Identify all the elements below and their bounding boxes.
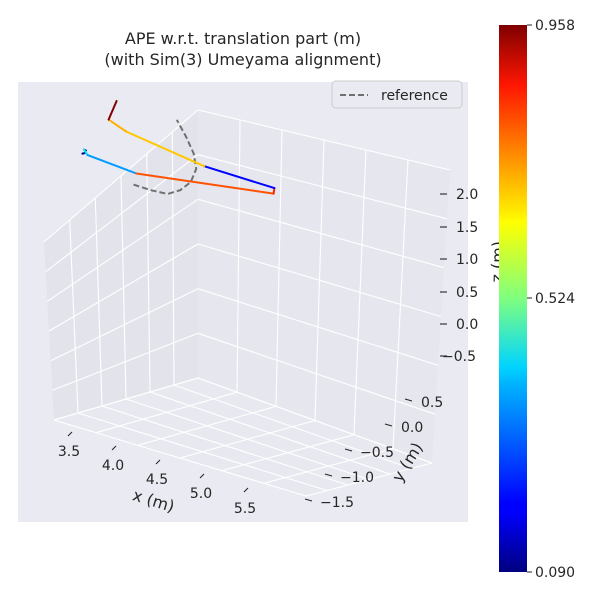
- legend-entry-reference: reference: [381, 88, 448, 104]
- z-tick-label: −0.5: [442, 349, 476, 365]
- grid-lines: [43, 109, 451, 497]
- series-estimate-segment: [86, 154, 138, 175]
- grid-line: [305, 462, 433, 497]
- x-tick: [67, 431, 73, 437]
- y-tick: [384, 423, 393, 427]
- colorbar-gradient: [499, 25, 527, 572]
- z-tick-label: 0.5: [456, 285, 478, 301]
- y-tick: [304, 498, 313, 502]
- x-tick: [155, 459, 161, 465]
- x-tick: [243, 487, 249, 493]
- series-estimate-segment: [203, 165, 276, 190]
- y-tick-label: 0.5: [421, 395, 443, 411]
- y-tick-label: −1.0: [340, 470, 374, 486]
- grid-line: [275, 129, 283, 407]
- x-tick-label: 5.5: [234, 501, 256, 517]
- grid-line: [146, 153, 151, 393]
- y-tick: [324, 473, 333, 477]
- series-estimate-segment: [107, 100, 118, 121]
- series-estimate-segment: [135, 172, 275, 195]
- y-tick-label: −1.5: [320, 495, 354, 511]
- chart-title: APE w.r.t. translation part (m): [125, 29, 361, 48]
- grid-line: [171, 131, 175, 386]
- grid-line: [173, 384, 412, 470]
- legend: reference: [331, 80, 463, 109]
- series-estimate-segment: [125, 130, 206, 168]
- x-tick-label: 5.0: [190, 486, 212, 502]
- series-estimate-segment: [107, 118, 128, 133]
- x-tick-labels: 3.5 4.0 4.5 5.0 5.5: [58, 444, 256, 517]
- x-tick: [199, 473, 205, 479]
- y-tick: [404, 398, 413, 402]
- series-estimate-segment: [83, 148, 89, 157]
- z-tick-label: 1.0: [456, 252, 478, 268]
- y-tick-label: −0.5: [360, 445, 394, 461]
- grid-line: [236, 119, 241, 393]
- y-tick-label: 0.0: [401, 420, 423, 436]
- grid-line: [353, 149, 367, 435]
- x-tick-label: 3.5: [58, 444, 80, 460]
- grid-line: [197, 377, 433, 464]
- z-tick-labels: 2.0 1.5 1.0 0.5 0.0 −0.5: [442, 187, 478, 365]
- grid-line: [94, 197, 103, 407]
- colorbar: 0.958 0.524 0.090: [499, 18, 575, 581]
- x-tick: [111, 445, 117, 451]
- grid-line: [69, 219, 79, 414]
- colorbar-mid-label: 0.524: [535, 291, 575, 307]
- y-tick-labels: 0.5 0.0 −0.5 −1.0 −1.5: [320, 395, 443, 511]
- x-tick-label: 4.5: [146, 472, 168, 488]
- z-tick-label: 0.0: [456, 317, 478, 333]
- grid-line: [392, 159, 409, 449]
- x-tick-label: 4.0: [102, 458, 124, 474]
- grid-line: [120, 175, 127, 400]
- z-tick-label: 1.5: [456, 220, 478, 236]
- tick-marks: [67, 193, 447, 502]
- back-pane: [198, 110, 450, 463]
- series-layer: [81, 100, 276, 196]
- left-pane: [44, 110, 198, 420]
- colorbar-max-label: 0.958: [535, 18, 575, 34]
- legend-frame: [331, 80, 463, 109]
- grid-line: [314, 139, 325, 421]
- chart-subtitle: (with Sim(3) Umeyama alignment): [104, 50, 381, 69]
- series-reference-line: [133, 119, 198, 196]
- y-tick: [344, 448, 353, 452]
- floor-pane: [54, 378, 432, 496]
- z-tick-label: 2.0: [456, 187, 478, 203]
- colorbar-min-label: 0.090: [535, 565, 575, 581]
